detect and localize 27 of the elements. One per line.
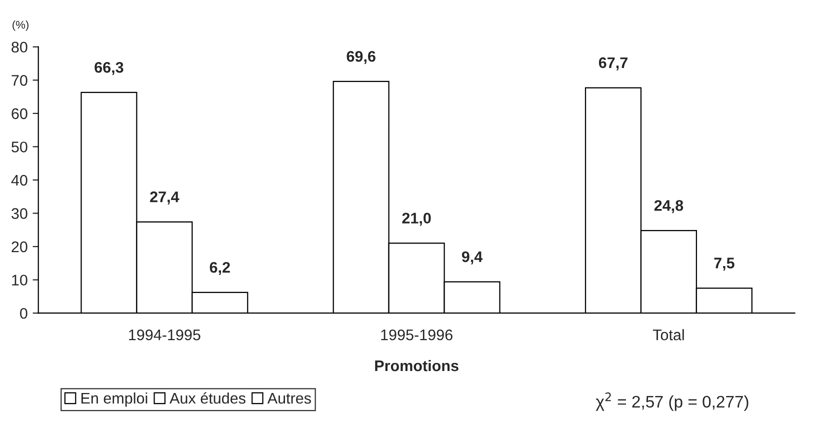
y-axis-title: (%) (12, 20, 28, 31)
text: χ$^{2}$ = 2,57 (p = 0,277) (596, 392, 748, 411)
legend-label: Autres (267, 393, 311, 404)
y-tick-label: 50 (12, 142, 28, 152)
legend-label: Aux études (170, 392, 246, 404)
y-tick-label: 20 (12, 241, 28, 252)
data-label: 21,0 (402, 212, 431, 226)
data-label: 7,5 (714, 258, 734, 271)
data-label: 67,7 (598, 57, 628, 70)
x-tick-label: 1994-1995 (129, 329, 200, 340)
y-tick-label: 70 (12, 75, 28, 86)
x-tick-label: 1995-1996 (381, 329, 452, 340)
y-tick-label: 40 (11, 174, 28, 186)
y-tick-label: 10 (12, 274, 28, 286)
y-tick-label: 60 (12, 108, 28, 120)
data-label: 9,4 (462, 251, 483, 264)
y-tick-label: 30 (12, 208, 28, 219)
x-axis-title: Promotions (375, 360, 458, 372)
legend-label: En emploi (81, 392, 148, 407)
data-label: 27,4 (150, 191, 180, 204)
x-tick-label: Total (652, 329, 684, 340)
data-label: 6,2 (210, 262, 230, 276)
y-tick-label: 80 (12, 42, 28, 53)
data-label: 69,6 (346, 50, 376, 64)
data-label: 66,3 (94, 62, 124, 75)
y-tick-label: 0 (20, 308, 28, 319)
data-label: 24,8 (654, 200, 684, 214)
